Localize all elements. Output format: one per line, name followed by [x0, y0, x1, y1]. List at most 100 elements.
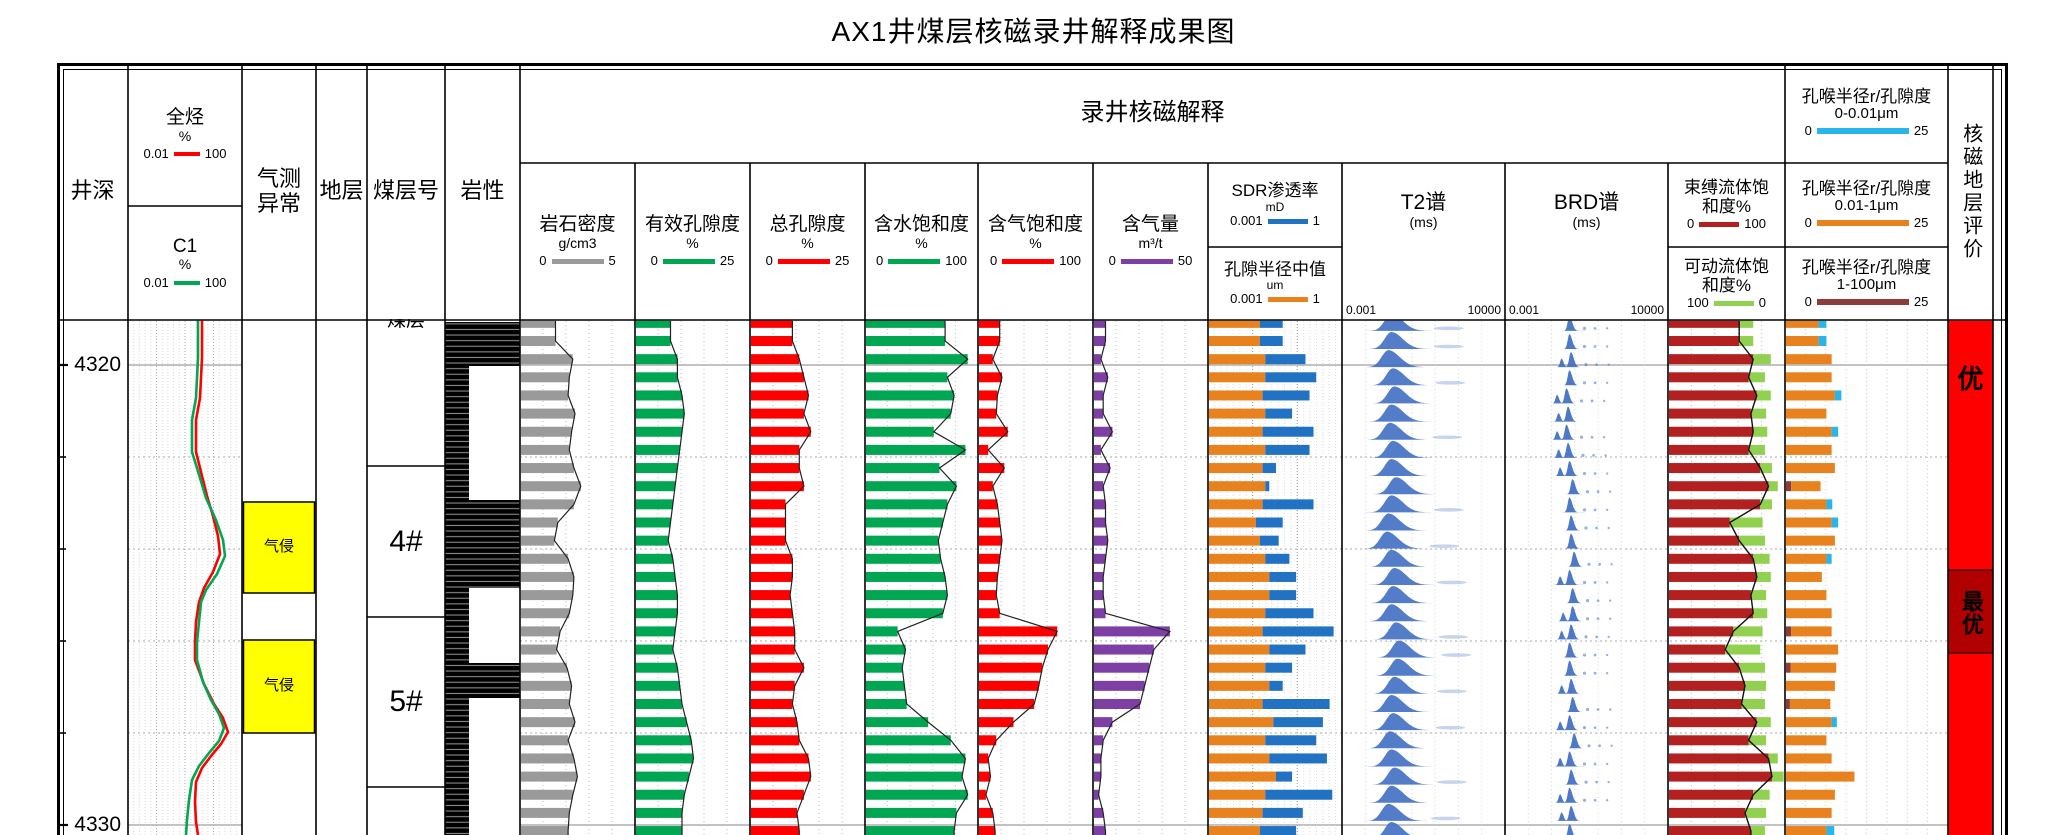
- c1-max: 100: [204, 274, 227, 290]
- track-name: 岩石密度: [539, 214, 616, 236]
- track-unit: m³/t: [1138, 234, 1163, 251]
- gas-invasion-label-1: 气侵: [263, 538, 294, 556]
- track-max: 5: [608, 253, 616, 269]
- seam-label-4: 4#: [389, 524, 423, 558]
- pt-scalebar: [1816, 128, 1909, 135]
- track-unit: %: [686, 234, 699, 251]
- header-gas-total: 全烃 % 0.01 100: [128, 63, 242, 206]
- c1-scalebar: [173, 280, 200, 285]
- t2-name: T2谱: [1400, 191, 1447, 214]
- track-scalebar: [662, 258, 715, 264]
- gas-total-name: 全烃: [165, 107, 204, 129]
- pt-min: 0: [1804, 123, 1812, 139]
- bound-min: 0: [1687, 216, 1695, 232]
- track-unit: g/cm3: [558, 234, 597, 251]
- c1-name: C1: [172, 235, 198, 257]
- track-max: 100: [1059, 253, 1081, 269]
- bound-max: 100: [1744, 216, 1766, 232]
- brd-max: 10000: [1630, 302, 1664, 317]
- gas-total-min: 0.01: [143, 146, 169, 162]
- header-movable-fluid: 可动流体饱 和度% 100 0: [1668, 247, 1785, 320]
- header-t2-spectrum: T2谱 (ms) 0.001 10000: [1342, 163, 1505, 320]
- depth-label-4320: 4320: [74, 353, 121, 377]
- pt-range: 0-0.01μm: [1834, 105, 1899, 123]
- header-track-gas-content: 含气量 m³/t 0 50: [1093, 163, 1208, 320]
- brd-name: BRD谱: [1553, 191, 1620, 214]
- track-min: 0: [650, 253, 658, 269]
- sdr-name: SDR渗透率: [1231, 181, 1319, 201]
- gas-total-max: 100: [204, 146, 227, 162]
- track-max: 25: [719, 253, 735, 269]
- t2-max: 10000: [1467, 302, 1501, 317]
- gas-invasion-label-2: 气侵: [263, 677, 294, 695]
- track-min: 0: [765, 253, 773, 269]
- header-bound-fluid: 束缚流体饱 和度% 0 100: [1668, 163, 1785, 247]
- header-group-nmr: 录井核磁解释: [1080, 98, 1225, 126]
- pt-range: 1-100μm: [1836, 275, 1897, 293]
- eval-label-good: 优: [1957, 364, 1984, 395]
- gas-total-unit: %: [178, 127, 192, 144]
- track-name: 含气饱和度: [987, 214, 1083, 236]
- pt-name: 孔喉半径r/孔隙度: [1801, 257, 1932, 277]
- movable-max: 0: [1758, 294, 1766, 310]
- seam-label-5: 5#: [389, 685, 423, 719]
- depth-label-4330: 4330: [74, 813, 121, 835]
- header-track-water-saturation: 含水饱和度 % 0 100: [865, 163, 978, 320]
- track-min: 0: [990, 253, 998, 269]
- pt-max: 25: [1913, 123, 1929, 139]
- track-min: 0: [1108, 253, 1116, 269]
- track-scalebar: [888, 258, 941, 264]
- radius-max: 1: [1312, 291, 1320, 307]
- movable-name2: 和度%: [1701, 275, 1752, 295]
- eval-label-best: 最优: [1958, 590, 1984, 636]
- header-track-total-porosity: 总孔隙度 % 0 25: [750, 163, 865, 320]
- header-brd-spectrum: BRD谱 (ms) 0.001 10000: [1505, 163, 1668, 320]
- pt-min: 0: [1804, 293, 1812, 309]
- movable-scalebar: [1713, 300, 1754, 306]
- header-formation: 地层: [319, 178, 364, 204]
- header-nmr-evaluation: 核磁地层评价: [1959, 122, 1982, 261]
- bound-name2: 和度%: [1701, 197, 1752, 217]
- sdr-unit: mD: [1265, 199, 1285, 214]
- track-name: 总孔隙度: [769, 214, 846, 236]
- track-unit: %: [801, 234, 814, 251]
- header-depth: 井深: [70, 178, 115, 204]
- pt-max: 25: [1913, 293, 1929, 309]
- track-name: 含水饱和度: [873, 214, 969, 236]
- header-lithology: 岩性: [460, 178, 505, 204]
- radius-min: 0.001: [1230, 291, 1263, 307]
- t2-min: 0.001: [1346, 302, 1377, 317]
- gas-total-scalebar: [173, 152, 200, 157]
- track-scalebar: [1002, 258, 1055, 264]
- header-c1: C1 % 0.01 100: [128, 206, 242, 320]
- header-pt-small: 孔喉半径r/孔隙度 0-0.01μm 0 25: [1785, 63, 1948, 163]
- track-scalebar: [551, 258, 604, 264]
- header-track-gas-saturation: 含气饱和度 % 0 100: [978, 163, 1093, 320]
- track-scalebar: [777, 258, 830, 264]
- bound-scalebar: [1699, 222, 1740, 228]
- brd-min: 0.001: [1509, 302, 1540, 317]
- header-track-eff-porosity: 有效孔隙度 % 0 25: [635, 163, 750, 320]
- movable-min: 100: [1687, 294, 1709, 310]
- track-max: 50: [1177, 253, 1193, 269]
- track-min: 0: [876, 253, 884, 269]
- track-min: 0: [539, 253, 547, 269]
- track-max: 100: [945, 253, 967, 269]
- header-pore-radius-median: 孔隙半径中值 um 0.001 1: [1208, 247, 1342, 320]
- page-title: AX1井煤层核磁录井解释成果图: [831, 16, 1236, 48]
- header-track-density: 岩石密度 g/cm3 0 5: [520, 163, 635, 320]
- radius-name: 孔隙半径中值: [1224, 259, 1326, 279]
- pt-name: 孔喉半径r/孔隙度: [1801, 87, 1932, 107]
- t2-unit: (ms): [1409, 213, 1438, 230]
- pt-scalebar: [1816, 298, 1909, 305]
- bound-name: 束缚流体饱: [1684, 178, 1769, 198]
- pt-name: 孔喉半径r/孔隙度: [1801, 179, 1932, 199]
- sdr-min: 0.001: [1230, 212, 1263, 228]
- track-name: 有效孔隙度: [644, 214, 740, 236]
- header-sdr-permeability: SDR渗透率 mD 0.001 1: [1208, 163, 1342, 247]
- radius-unit: um: [1266, 278, 1284, 293]
- header-pt-mid: 孔喉半径r/孔隙度 0.01-1μm 0 25: [1785, 163, 1948, 247]
- track-unit: %: [1029, 234, 1042, 251]
- movable-name: 可动流体饱: [1684, 256, 1769, 276]
